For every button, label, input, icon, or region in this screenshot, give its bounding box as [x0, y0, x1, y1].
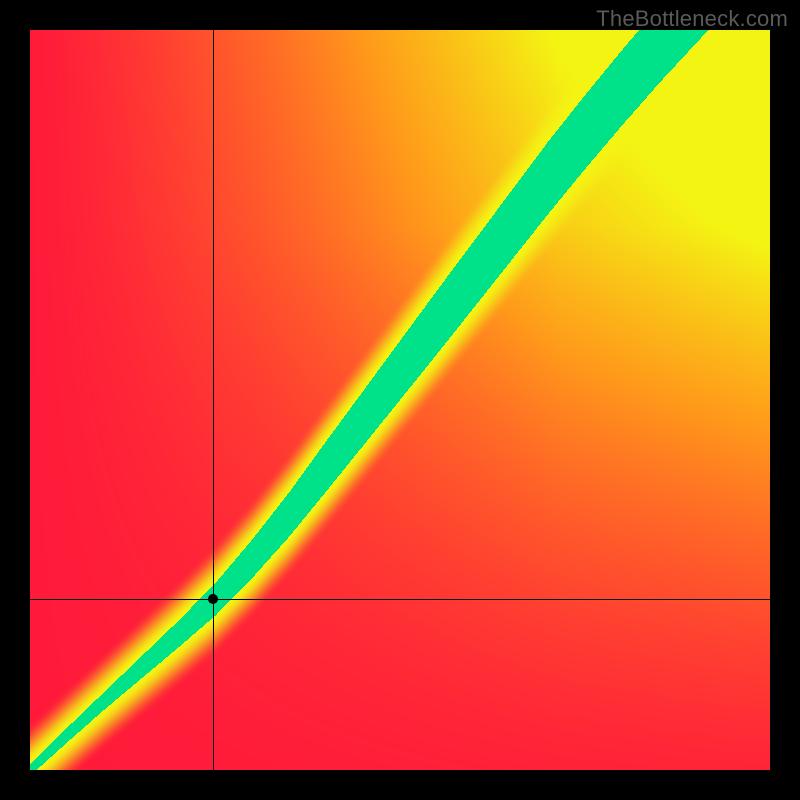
- chart-container: TheBottleneck.com: [0, 0, 800, 800]
- bottleneck-heatmap: [30, 30, 770, 770]
- watermark-text: TheBottleneck.com: [596, 6, 788, 32]
